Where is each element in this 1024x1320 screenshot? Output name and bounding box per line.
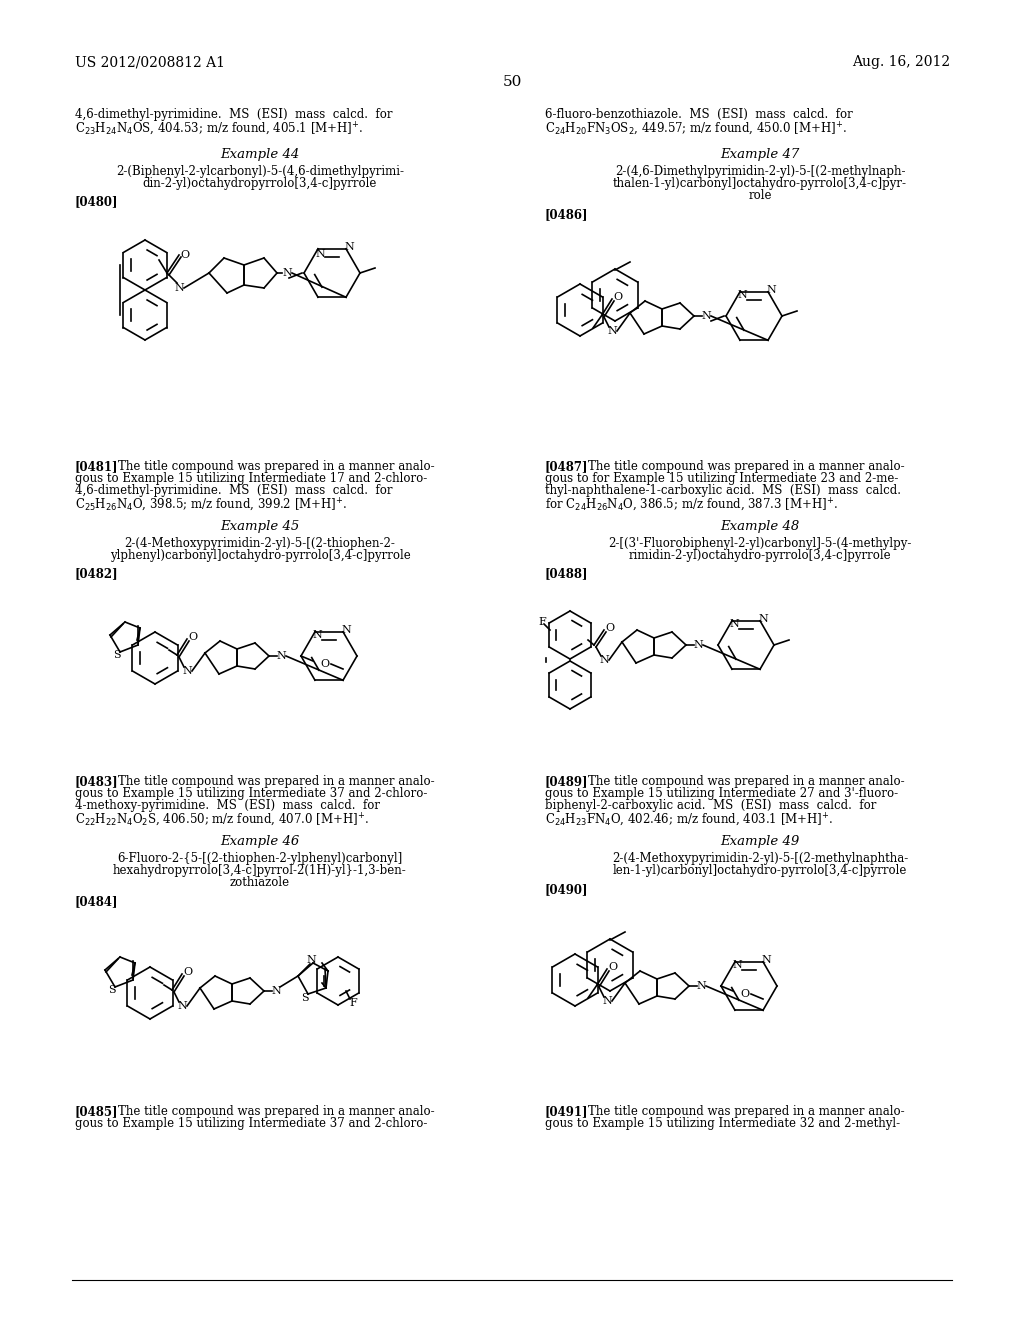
- Text: len-1-yl)carbonyl]octahydro-pyrrolo[3,4-c]pyrrole: len-1-yl)carbonyl]octahydro-pyrrolo[3,4-…: [612, 865, 907, 876]
- Text: gous to Example 15 utilizing Intermediate 37 and 2-chloro-: gous to Example 15 utilizing Intermediat…: [75, 787, 427, 800]
- Text: 50: 50: [503, 75, 521, 88]
- Text: [0485]: [0485]: [75, 1105, 119, 1118]
- Text: [0484]: [0484]: [75, 895, 119, 908]
- Text: N: N: [737, 290, 746, 300]
- Text: The title compound was prepared in a manner analo-: The title compound was prepared in a man…: [118, 459, 434, 473]
- Text: gous to Example 15 utilizing Intermediate 32 and 2-methyl-: gous to Example 15 utilizing Intermediat…: [545, 1117, 900, 1130]
- Text: The title compound was prepared in a manner analo-: The title compound was prepared in a man…: [118, 1105, 434, 1118]
- Text: N: N: [177, 1001, 186, 1011]
- Text: N: N: [283, 268, 292, 279]
- Text: gous to Example 15 utilizing Intermediate 17 and 2-chloro-: gous to Example 15 utilizing Intermediat…: [75, 473, 427, 484]
- Text: din-2-yl)octahydropyrrolo[3,4-c]pyrrole: din-2-yl)octahydropyrrolo[3,4-c]pyrrole: [142, 177, 377, 190]
- Text: thalen-1-yl)carbonyl]octahydro-pyrrolo[3,4-c]pyr-: thalen-1-yl)carbonyl]octahydro-pyrrolo[3…: [613, 177, 907, 190]
- Text: [0491]: [0491]: [545, 1105, 589, 1118]
- Text: 6-fluoro-benzothiazole.  MS  (ESI)  mass  calcd.  for: 6-fluoro-benzothiazole. MS (ESI) mass ca…: [545, 108, 853, 121]
- Text: [0490]: [0490]: [545, 883, 589, 896]
- Text: F: F: [349, 998, 357, 1008]
- Text: hexahydropyrrolo[3,4-c]pyrrol-2(1H)-yl}-1,3-ben-: hexahydropyrrolo[3,4-c]pyrrol-2(1H)-yl}-…: [113, 865, 407, 876]
- Text: N: N: [599, 655, 609, 665]
- Text: N: N: [344, 242, 354, 252]
- Text: biphenyl-2-carboxylic acid.  MS  (ESI)  mass  calcd.  for: biphenyl-2-carboxylic acid. MS (ESI) mas…: [545, 799, 877, 812]
- Text: S: S: [109, 985, 116, 995]
- Text: N: N: [701, 312, 711, 321]
- Text: [0483]: [0483]: [75, 775, 119, 788]
- Text: zothiazole: zothiazole: [230, 876, 290, 888]
- Text: US 2012/0208812 A1: US 2012/0208812 A1: [75, 55, 225, 69]
- Text: [0489]: [0489]: [545, 775, 589, 788]
- Text: C$_{25}$H$_{26}$N$_{4}$O, 398.5; m/z found, 399.2 [M+H]$^{+}$.: C$_{25}$H$_{26}$N$_{4}$O, 398.5; m/z fou…: [75, 496, 347, 512]
- Text: C$_{22}$H$_{22}$N$_{4}$O$_{2}$S, 406.50; m/z found, 407.0 [M+H]$^{+}$.: C$_{22}$H$_{22}$N$_{4}$O$_{2}$S, 406.50;…: [75, 810, 369, 828]
- Text: role: role: [749, 189, 772, 202]
- Text: [0486]: [0486]: [545, 209, 589, 220]
- Text: thyl-naphthalene-1-carboxylic acid.  MS  (ESI)  mass  calcd.: thyl-naphthalene-1-carboxylic acid. MS (…: [545, 484, 901, 498]
- Text: C$_{24}$H$_{23}$FN$_{4}$O, 402.46; m/z found, 403.1 [M+H]$^{+}$.: C$_{24}$H$_{23}$FN$_{4}$O, 402.46; m/z f…: [545, 810, 834, 828]
- Text: N: N: [341, 624, 351, 635]
- Text: N: N: [693, 640, 702, 649]
- Text: Example 45: Example 45: [220, 520, 300, 533]
- Text: ylphenyl)carbonyl]octahydro-pyrrolo[3,4-c]pyrrole: ylphenyl)carbonyl]octahydro-pyrrolo[3,4-…: [110, 549, 411, 562]
- Text: N: N: [607, 326, 616, 337]
- Text: 4,6-dimethyl-pyrimidine.  MS  (ESI)  mass  calcd.  for: 4,6-dimethyl-pyrimidine. MS (ESI) mass c…: [75, 108, 392, 121]
- Text: The title compound was prepared in a manner analo-: The title compound was prepared in a man…: [588, 1105, 904, 1118]
- Text: 6-Fluoro-2-{5-[(2-thiophen-2-ylphenyl)carbonyl]: 6-Fluoro-2-{5-[(2-thiophen-2-ylphenyl)ca…: [118, 851, 402, 865]
- Text: F: F: [539, 616, 546, 627]
- Text: N: N: [271, 986, 281, 997]
- Text: N: N: [276, 651, 286, 661]
- Text: 2-(4,6-Dimethylpyrimidin-2-yl)-5-[(2-methylnaph-: 2-(4,6-Dimethylpyrimidin-2-yl)-5-[(2-met…: [614, 165, 905, 178]
- Text: Aug. 16, 2012: Aug. 16, 2012: [852, 55, 950, 69]
- Text: 4,6-dimethyl-pyrimidine.  MS  (ESI)  mass  calcd.  for: 4,6-dimethyl-pyrimidine. MS (ESI) mass c…: [75, 484, 392, 498]
- Text: O: O: [188, 632, 198, 642]
- Text: O: O: [183, 968, 193, 977]
- Text: O: O: [608, 962, 617, 972]
- Text: 4-methoxy-pyrimidine.  MS  (ESI)  mass  calcd.  for: 4-methoxy-pyrimidine. MS (ESI) mass calc…: [75, 799, 380, 812]
- Text: N: N: [729, 619, 739, 628]
- Text: N: N: [761, 954, 771, 965]
- Text: gous to Example 15 utilizing Intermediate 27 and 3'-fluoro-: gous to Example 15 utilizing Intermediat…: [545, 787, 898, 800]
- Text: N: N: [182, 667, 191, 676]
- Text: N: N: [696, 981, 706, 991]
- Text: Example 48: Example 48: [720, 520, 800, 533]
- Text: S: S: [114, 649, 121, 660]
- Text: N: N: [315, 248, 325, 259]
- Text: gous to for Example 15 utilizing Intermediate 23 and 2-me-: gous to for Example 15 utilizing Interme…: [545, 473, 898, 484]
- Text: [0482]: [0482]: [75, 568, 119, 579]
- Text: [0480]: [0480]: [75, 195, 119, 209]
- Text: N: N: [306, 954, 315, 965]
- Text: [0481]: [0481]: [75, 459, 119, 473]
- Text: [0488]: [0488]: [545, 568, 589, 579]
- Text: O: O: [613, 292, 623, 302]
- Text: rimidin-2-yl)octahydro-pyrrolo[3,4-c]pyrrole: rimidin-2-yl)octahydro-pyrrolo[3,4-c]pyr…: [629, 549, 891, 562]
- Text: for C$_{24}$H$_{26}$N$_{4}$O, 386.5; m/z found, 387.3 [M+H]$^{+}$.: for C$_{24}$H$_{26}$N$_{4}$O, 386.5; m/z…: [545, 496, 838, 512]
- Text: 2-(4-Methoxypyrimidin-2-yl)-5-[(2-thiophen-2-: 2-(4-Methoxypyrimidin-2-yl)-5-[(2-thioph…: [125, 537, 395, 550]
- Text: N: N: [312, 630, 322, 640]
- Text: 2-(4-Methoxypyrimidin-2-yl)-5-[(2-methylnaphtha-: 2-(4-Methoxypyrimidin-2-yl)-5-[(2-methyl…: [612, 851, 908, 865]
- Text: C$_{23}$H$_{24}$N$_{4}$OS, 404.53; m/z found, 405.1 [M+H]$^{+}$.: C$_{23}$H$_{24}$N$_{4}$OS, 404.53; m/z f…: [75, 120, 364, 137]
- Text: N: N: [174, 282, 184, 293]
- Text: S: S: [301, 993, 309, 1003]
- Text: gous to Example 15 utilizing Intermediate 37 and 2-chloro-: gous to Example 15 utilizing Intermediat…: [75, 1117, 427, 1130]
- Text: The title compound was prepared in a manner analo-: The title compound was prepared in a man…: [118, 775, 434, 788]
- Text: Example 44: Example 44: [220, 148, 300, 161]
- Text: Example 46: Example 46: [220, 836, 300, 847]
- Text: N: N: [766, 285, 776, 294]
- Text: C$_{24}$H$_{20}$FN$_{3}$OS$_{2}$, 449.57; m/z found, 450.0 [M+H]$^{+}$.: C$_{24}$H$_{20}$FN$_{3}$OS$_{2}$, 449.57…: [545, 120, 847, 137]
- Text: O: O: [740, 989, 750, 999]
- Text: Example 47: Example 47: [720, 148, 800, 161]
- Text: 2-(Biphenyl-2-ylcarbonyl)-5-(4,6-dimethylpyrimi-: 2-(Biphenyl-2-ylcarbonyl)-5-(4,6-dimethy…: [116, 165, 404, 178]
- Text: The title compound was prepared in a manner analo-: The title compound was prepared in a man…: [588, 459, 904, 473]
- Text: N: N: [758, 614, 768, 624]
- Text: O: O: [605, 623, 614, 634]
- Text: O: O: [180, 249, 189, 260]
- Text: O: O: [321, 659, 330, 669]
- Text: [0487]: [0487]: [545, 459, 589, 473]
- Text: 2-[(3'-Fluorobiphenyl-2-yl)carbonyl]-5-(4-methylpy-: 2-[(3'-Fluorobiphenyl-2-yl)carbonyl]-5-(…: [608, 537, 911, 550]
- Text: Example 49: Example 49: [720, 836, 800, 847]
- Text: N: N: [732, 960, 741, 970]
- Text: The title compound was prepared in a manner analo-: The title compound was prepared in a man…: [588, 775, 904, 788]
- Text: N: N: [602, 997, 612, 1006]
